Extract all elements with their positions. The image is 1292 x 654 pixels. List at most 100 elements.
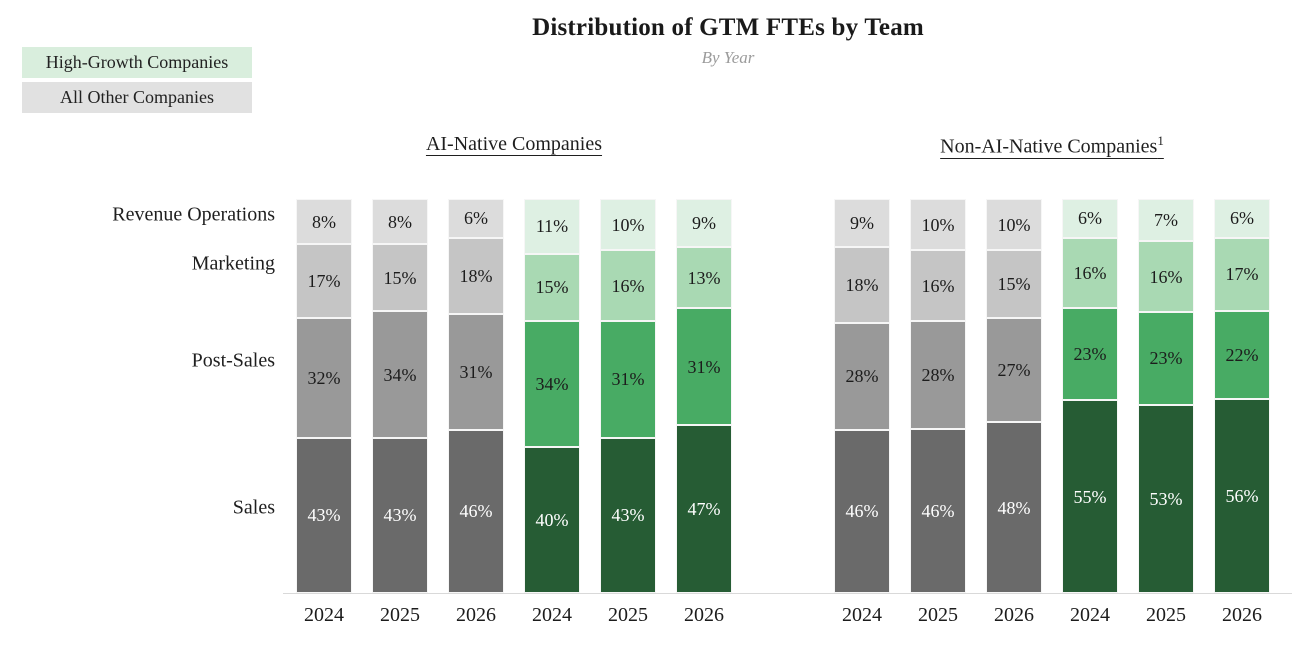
x-tick-2024: 2024 bbox=[532, 604, 572, 626]
segment-post-sales: 22% bbox=[1214, 310, 1270, 399]
segment-value-label: 40% bbox=[535, 510, 569, 531]
segment-post-sales: 31% bbox=[448, 313, 504, 430]
segment-post-sales: 31% bbox=[676, 308, 732, 426]
x-tick-2024: 2024 bbox=[304, 604, 344, 626]
segment-value-label: 28% bbox=[921, 364, 955, 385]
segment-value-label: 16% bbox=[1149, 266, 1183, 287]
segment-revenue-operations: 9% bbox=[834, 199, 890, 247]
segment-value-label: 16% bbox=[1073, 262, 1107, 283]
segment-value-label: 6% bbox=[1230, 208, 1254, 229]
segment-sales: 43% bbox=[296, 437, 352, 593]
segment-marketing: 13% bbox=[676, 247, 732, 309]
segment-revenue-operations: 6% bbox=[1214, 199, 1270, 238]
bar-all-other-companies-2025: 8% 15% 34% 43% bbox=[372, 199, 428, 593]
segment-sales: 40% bbox=[524, 447, 580, 593]
segment-post-sales: 31% bbox=[600, 320, 656, 438]
segment-value-label: 10% bbox=[921, 214, 955, 235]
x-tick-2026: 2026 bbox=[1222, 604, 1262, 626]
segment-post-sales: 28% bbox=[834, 322, 890, 430]
segment-value-label: 56% bbox=[1225, 485, 1259, 506]
segment-revenue-operations: 8% bbox=[372, 199, 428, 245]
segment-post-sales: 28% bbox=[910, 320, 966, 429]
group-non-ai-native-companies: Non-AI-Native Companies1 9% 18% 28% 46% 10% 16… bbox=[834, 133, 1270, 626]
segment-value-label: 10% bbox=[997, 214, 1031, 235]
segment-value-label: 18% bbox=[845, 274, 879, 295]
legend-item-high-growth-companies: High-Growth Companies bbox=[22, 47, 252, 78]
bar-all-other-companies-2026: 6% 18% 31% 46% bbox=[448, 199, 504, 593]
segment-sales: 48% bbox=[986, 422, 1042, 593]
segment-marketing: 16% bbox=[600, 250, 656, 321]
segment-marketing: 17% bbox=[1214, 237, 1270, 311]
segment-value-label: 6% bbox=[1078, 208, 1102, 229]
segment-value-label: 16% bbox=[611, 275, 645, 296]
segment-value-label: 48% bbox=[997, 497, 1031, 518]
segment-value-label: 15% bbox=[383, 267, 417, 288]
group-header-footnote-marker: 1 bbox=[1157, 133, 1164, 148]
x-axis-baseline bbox=[283, 593, 1292, 594]
bar-high-growth-companies-2024: 11% 15% 34% 40% bbox=[524, 199, 580, 593]
group-header-label: Non-AI-Native Companies bbox=[940, 135, 1158, 158]
group-ai-native-companies: AI-Native Companies 8% 17% 32% 43% 8% 15% 34% 43… bbox=[296, 133, 732, 626]
segment-value-label: 15% bbox=[997, 273, 1031, 294]
bar-all-other-companies-2024: 8% 17% 32% 43% bbox=[296, 199, 352, 593]
segment-revenue-operations: 6% bbox=[448, 199, 504, 238]
bar-all-other-companies-2026: 10% 15% 27% 48% bbox=[986, 199, 1042, 593]
segment-value-label: 6% bbox=[464, 208, 488, 229]
bar-high-growth-companies-2025: 7% 16% 23% 53% bbox=[1138, 199, 1194, 593]
segment-value-label: 10% bbox=[611, 214, 645, 235]
segment-value-label: 43% bbox=[307, 505, 341, 526]
segment-revenue-operations: 6% bbox=[1062, 199, 1118, 238]
segment-marketing: 16% bbox=[1062, 237, 1118, 309]
bar-high-growth-companies-2024: 6% 16% 23% 55% bbox=[1062, 199, 1118, 593]
segment-post-sales: 23% bbox=[1062, 308, 1118, 401]
segment-revenue-operations: 10% bbox=[910, 199, 966, 251]
segment-value-label: 31% bbox=[459, 361, 493, 382]
segment-value-label: 34% bbox=[535, 374, 569, 395]
segment-post-sales: 32% bbox=[296, 317, 352, 438]
segment-value-label: 55% bbox=[1073, 486, 1107, 507]
segment-value-label: 23% bbox=[1073, 344, 1107, 365]
group-header-non-ai-native-companies: Non-AI-Native Companies1 bbox=[834, 133, 1270, 159]
bar-high-growth-companies-2026: 9% 13% 31% 47% bbox=[676, 199, 732, 593]
segment-sales: 46% bbox=[448, 429, 504, 593]
segment-value-label: 15% bbox=[535, 277, 569, 298]
chart-subtitle: By Year bbox=[701, 48, 755, 67]
segment-value-label: 27% bbox=[997, 359, 1031, 380]
segment-value-label: 18% bbox=[459, 265, 493, 286]
segment-value-label: 46% bbox=[845, 501, 879, 522]
segment-value-label: 31% bbox=[687, 356, 721, 377]
segment-revenue-operations: 11% bbox=[524, 199, 580, 254]
segment-sales: 56% bbox=[1214, 398, 1270, 593]
segment-value-label: 7% bbox=[1154, 210, 1178, 231]
segment-revenue-operations: 8% bbox=[296, 199, 352, 245]
bars-ai-native-companies: 8% 17% 32% 43% 8% 15% 34% 43% 6% 18% 31% 46% 11% 15% 3… bbox=[296, 199, 732, 593]
segment-marketing: 15% bbox=[524, 253, 580, 321]
x-tick-2025: 2025 bbox=[608, 604, 648, 626]
segment-sales: 46% bbox=[834, 429, 890, 593]
x-tick-2025: 2025 bbox=[1146, 604, 1186, 626]
x-tick-2026: 2026 bbox=[994, 604, 1034, 626]
segment-value-label: 17% bbox=[1225, 264, 1259, 285]
segment-value-label: 8% bbox=[388, 211, 412, 232]
category-axis-labels: Revenue Operations Marketing Post-Sales Sal… bbox=[0, 199, 285, 593]
segment-value-label: 23% bbox=[1149, 348, 1183, 369]
row-label-marketing: Marketing bbox=[191, 252, 275, 275]
segment-post-sales: 27% bbox=[986, 317, 1042, 423]
segment-value-label: 28% bbox=[845, 366, 879, 387]
segment-value-label: 46% bbox=[459, 501, 493, 522]
segment-post-sales: 23% bbox=[1138, 311, 1194, 405]
segment-value-label: 16% bbox=[921, 275, 955, 296]
segment-sales: 43% bbox=[372, 437, 428, 593]
x-tick-2025: 2025 bbox=[380, 604, 420, 626]
segment-revenue-operations: 7% bbox=[1138, 199, 1194, 242]
segment-marketing: 16% bbox=[1138, 241, 1194, 312]
segment-value-label: 43% bbox=[383, 505, 417, 526]
bar-high-growth-companies-2025: 10% 16% 31% 43% bbox=[600, 199, 656, 593]
segment-value-label: 47% bbox=[687, 499, 721, 520]
segment-value-label: 8% bbox=[312, 211, 336, 232]
segment-marketing: 16% bbox=[910, 250, 966, 321]
x-tick-2024: 2024 bbox=[1070, 604, 1110, 626]
segment-revenue-operations: 9% bbox=[676, 199, 732, 248]
segment-value-label: 11% bbox=[535, 216, 569, 237]
